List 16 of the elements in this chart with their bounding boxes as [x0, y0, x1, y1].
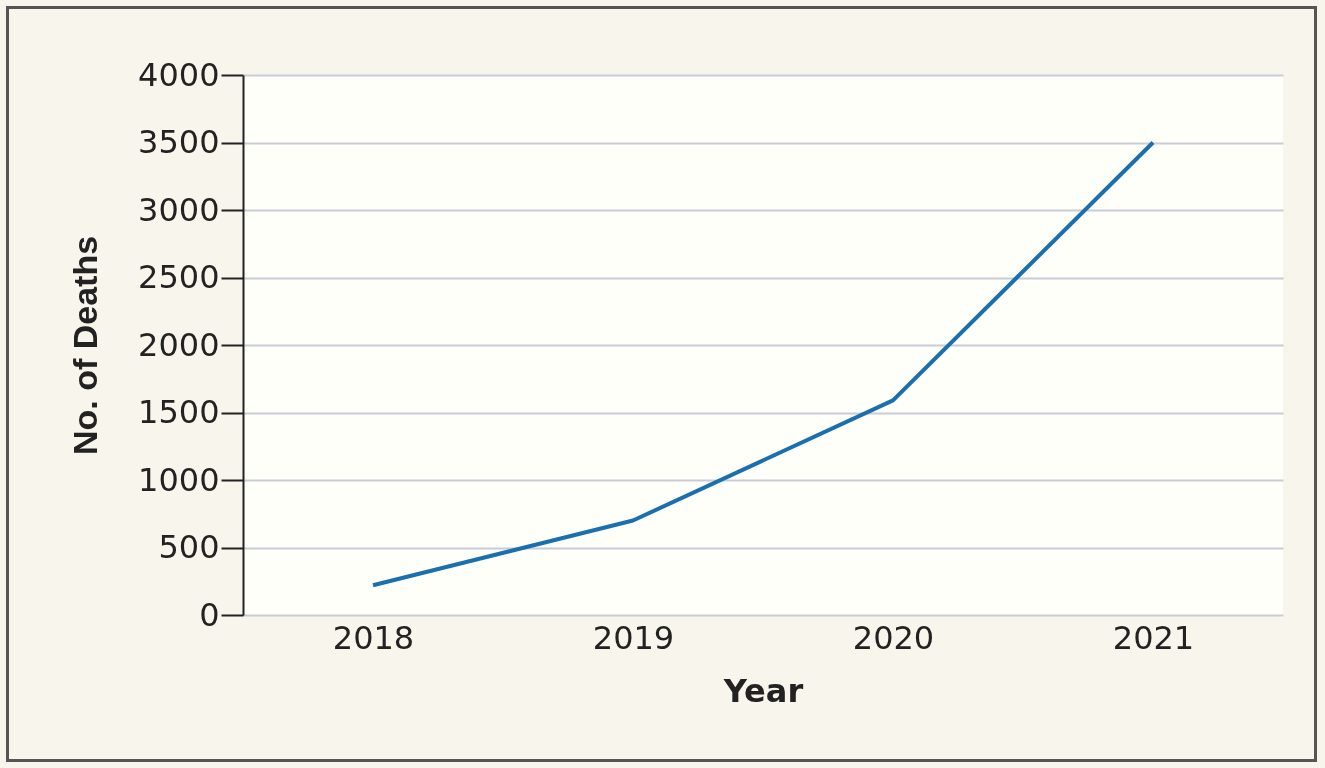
- y-tick-label: 500: [158, 528, 220, 566]
- y-tick-label: 2000: [138, 325, 220, 364]
- y-tick-label: 1500: [138, 393, 220, 431]
- y-tick-label: 4000: [138, 55, 220, 94]
- y-tick-label: 3000: [138, 190, 220, 229]
- x-tick-label: 2019: [592, 618, 675, 657]
- y-tick-label: 1000: [138, 460, 220, 499]
- x-tick-label: 2018: [332, 618, 415, 657]
- y-tick-label: 0: [199, 595, 220, 634]
- line-series: [371, 140, 1155, 588]
- y-tick-label: 2500: [138, 258, 220, 296]
- y-tick-label: 3500: [138, 123, 220, 161]
- x-axis-title: Year: [722, 671, 804, 710]
- y-axis-title: No. of Deaths: [66, 235, 105, 456]
- x-tick-label: 2020: [852, 618, 935, 657]
- x-tick-label: 2021: [1112, 618, 1195, 657]
